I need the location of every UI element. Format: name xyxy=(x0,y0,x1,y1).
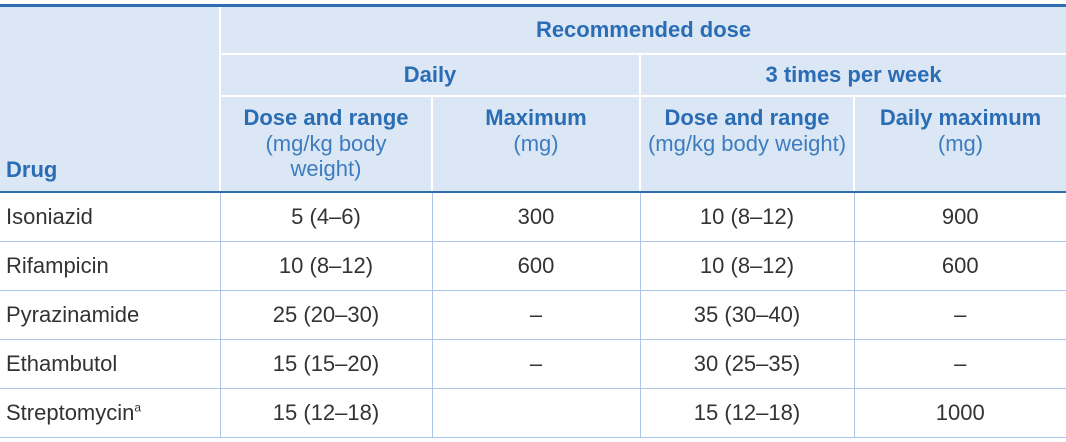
column-unit: (mg) xyxy=(937,130,984,156)
drug-name: Rifampicin xyxy=(6,252,109,278)
value-cell: 300 xyxy=(431,191,640,242)
drug-name: Ethambutol xyxy=(6,350,118,376)
header-row: Dose and range (mg/kg body weight) Maximum… xyxy=(0,95,1066,193)
header-row: Drug Recommended dose xyxy=(0,5,1066,193)
footnote-mark: a xyxy=(134,400,142,415)
value-cell: 600 xyxy=(431,241,640,291)
value-cell: 15 (12–18) xyxy=(219,388,432,438)
column-header: Maximum (mg) xyxy=(431,95,640,193)
value-cell: 25 (20–30) xyxy=(219,290,432,340)
data-row: Streptomycina 15 (12–18) 15 (12–18) 1000 xyxy=(0,388,1066,438)
group-header: 3 times per week xyxy=(638,53,1066,97)
value-cell: 15 (15–20) xyxy=(219,339,432,389)
column-header: Dose and range (mg/kg body weight) xyxy=(639,95,854,193)
drug-cell: Isoniazid xyxy=(0,191,220,242)
column-title: Maximum xyxy=(485,104,587,130)
value-cell: 15 (12–18) xyxy=(639,388,854,438)
column-unit: (mg) xyxy=(513,130,559,156)
value-cell xyxy=(431,388,640,438)
data-row: Rifampicin 10 (8–12) 600 10 (8–12) 600 xyxy=(0,241,1066,291)
drug-cell: Pyrazinamide xyxy=(0,290,220,340)
value-cell: – xyxy=(853,290,1066,340)
drug-header: Drug xyxy=(0,5,220,193)
column-header: Dose and range (mg/kg body weight) xyxy=(219,95,432,193)
drug-cell: Ethambutol xyxy=(0,339,220,389)
drug-cell: Streptomycina xyxy=(0,388,220,438)
data-row: Pyrazinamide 25 (20–30) –35 (30–40) – xyxy=(0,290,1066,340)
column-header: Daily maximum (mg) xyxy=(852,95,1066,193)
value-cell: 1000 xyxy=(853,388,1066,438)
column-unit: (mg/kg body weight) xyxy=(265,130,387,181)
value-cell: 900 xyxy=(853,191,1066,242)
value-cell: – xyxy=(431,290,640,340)
value-cell: 10 (8–12) xyxy=(219,241,432,291)
column-title: Daily maximum xyxy=(879,104,1042,130)
value-cell: 5 (4–6) xyxy=(219,191,432,242)
data-row: Ethambutol 15 (15–20) –30 (25–35) – xyxy=(0,339,1066,389)
value-cell: – xyxy=(431,339,640,389)
dose-table: Drug Recommended dose Daily 3 times per … xyxy=(0,4,1066,438)
data-row: Isoniazid 5 (4–6) 300 10 (8–12) 900 xyxy=(0,191,1066,242)
value-cell: 35 (30–40) xyxy=(639,290,854,340)
column-title: Dose and range xyxy=(664,104,830,130)
drug-name: Streptomycin xyxy=(6,399,135,425)
column-title: Dose and range xyxy=(243,104,409,130)
column-unit: (mg/kg body weight) xyxy=(647,130,847,156)
value-cell: 10 (8–12) xyxy=(639,241,854,291)
header-row: Daily 3 times per week xyxy=(0,53,1066,97)
value-cell: – xyxy=(853,339,1066,389)
drug-cell: Rifampicin xyxy=(0,241,220,291)
value-cell: 30 (25–35) xyxy=(639,339,854,389)
value-cell: 10 (8–12) xyxy=(639,191,854,242)
drug-name: Pyrazinamide xyxy=(6,301,140,327)
drug-name: Isoniazid xyxy=(6,203,93,229)
group-header: Daily xyxy=(219,53,640,97)
group-header: Recommended dose xyxy=(218,5,1066,55)
value-cell: 600 xyxy=(853,241,1066,291)
